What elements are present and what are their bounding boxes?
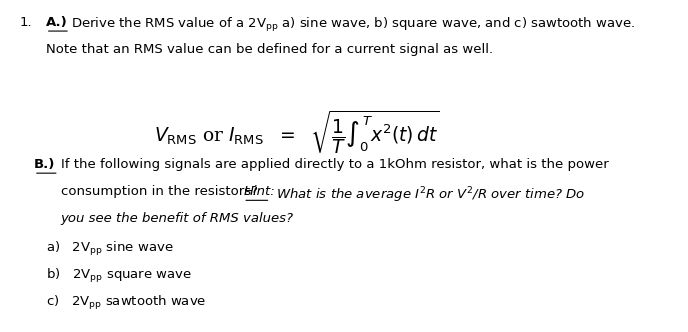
- Text: Note that an RMS value can be defined for a current signal as well.: Note that an RMS value can be defined fo…: [45, 43, 493, 56]
- Text: c)   2V$_{\mathregular{pp}}$ sawtooth wave: c) 2V$_{\mathregular{pp}}$ sawtooth wave: [45, 294, 206, 312]
- Text: What is the average $I^2$R or $V^2$/R over time? Do: What is the average $I^2$R or $V^2$/R ov…: [272, 185, 585, 205]
- Text: Derive the RMS value of a 2V$_{\mathregular{pp}}$ a) sine wave, b) square wave, : Derive the RMS value of a 2V$_{\mathregu…: [71, 16, 635, 34]
- Text: a)   2V$_{\mathregular{pp}}$ sine wave: a) 2V$_{\mathregular{pp}}$ sine wave: [45, 240, 173, 258]
- Text: consumption in the resistors?: consumption in the resistors?: [61, 185, 261, 198]
- Text: $V_{\rm RMS}$ or $I_{\rm RMS}\ \ =\ \ \sqrt{\dfrac{1}{T}\int_0^T x^2(t)\,dt}$: $V_{\rm RMS}$ or $I_{\rm RMS}\ \ =\ \ \s…: [154, 108, 440, 155]
- Text: you see the benefit of RMS values?: you see the benefit of RMS values?: [61, 212, 294, 225]
- Text: If the following signals are applied directly to a 1kOhm resistor, what is the p: If the following signals are applied dir…: [61, 158, 608, 171]
- Text: Hint:: Hint:: [244, 185, 275, 198]
- Text: b)   2V$_{\mathregular{pp}}$ square wave: b) 2V$_{\mathregular{pp}}$ square wave: [45, 267, 192, 285]
- Text: A.): A.): [45, 16, 67, 29]
- Text: 1.: 1.: [19, 16, 32, 29]
- Text: B.): B.): [34, 158, 55, 171]
